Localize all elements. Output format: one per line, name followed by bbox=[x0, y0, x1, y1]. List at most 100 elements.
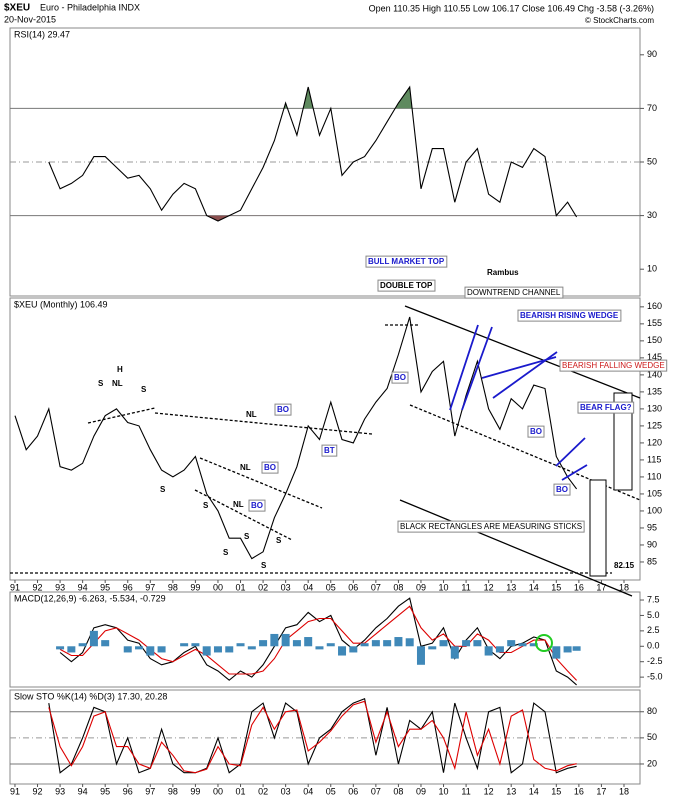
annotation: NL bbox=[240, 463, 251, 472]
x-tick-label: 04 bbox=[303, 582, 313, 592]
y-tick-label: 145 bbox=[647, 352, 662, 362]
x-tick-label: 96 bbox=[123, 582, 133, 592]
series-line bbox=[48, 697, 577, 774]
x-tick-label: 17 bbox=[596, 582, 606, 592]
histogram-bar bbox=[123, 646, 132, 653]
x-tick-label: 11 bbox=[461, 582, 470, 592]
y-tick-label: -5.0 bbox=[647, 672, 663, 682]
flag-line bbox=[555, 437, 586, 467]
trend-line bbox=[404, 305, 641, 399]
x-tick-label: 12 bbox=[484, 582, 494, 592]
histogram-bar bbox=[518, 643, 527, 647]
histogram-bar bbox=[157, 646, 166, 653]
histogram-bar bbox=[315, 646, 324, 650]
annotation: BO bbox=[277, 405, 289, 414]
annotation: 82.15 bbox=[614, 561, 635, 570]
x-tick-label: 17 bbox=[596, 786, 606, 796]
x-tick-label: 07 bbox=[371, 582, 381, 592]
histogram-bar bbox=[552, 646, 561, 659]
histogram-bar bbox=[371, 640, 380, 647]
x-tick-label: 05 bbox=[326, 582, 336, 592]
x-tick-label: 95 bbox=[100, 786, 110, 796]
histogram-bar bbox=[450, 646, 459, 659]
x-tick-label: 07 bbox=[371, 786, 381, 796]
panel-label: $XEU (Monthly) 106.49 bbox=[14, 299, 108, 309]
annotation: S bbox=[160, 485, 166, 494]
x-tick-label: 05 bbox=[326, 786, 336, 796]
histogram-bar bbox=[213, 646, 222, 653]
x-tick-label: 10 bbox=[439, 582, 449, 592]
annotation: S bbox=[276, 536, 282, 545]
highlight-circle bbox=[535, 634, 553, 652]
histogram-bar bbox=[405, 638, 414, 647]
histogram-bar bbox=[146, 646, 155, 656]
histogram-bar bbox=[236, 643, 245, 647]
annotation: DOWNTREND CHANNEL bbox=[467, 288, 561, 297]
y-tick-label: 160 bbox=[647, 301, 662, 311]
y-tick-label: 100 bbox=[647, 505, 662, 515]
x-tick-label: 10 bbox=[439, 786, 449, 796]
credit: © StockCharts.com bbox=[585, 16, 654, 25]
histogram-bar bbox=[180, 643, 189, 647]
date: 20-Nov-2015 bbox=[4, 14, 56, 24]
annotation-box bbox=[527, 425, 545, 438]
histogram-bar bbox=[349, 646, 358, 653]
x-tick-label: 01 bbox=[236, 786, 246, 796]
histogram-bar bbox=[572, 646, 581, 651]
histogram-bar bbox=[529, 643, 538, 647]
y-tick-label: 105 bbox=[647, 488, 662, 498]
x-tick-label: 16 bbox=[574, 582, 584, 592]
wedge-line bbox=[449, 324, 479, 411]
y-tick-label: 20 bbox=[647, 758, 657, 768]
annotation: Rambus bbox=[487, 268, 519, 277]
annotation: S bbox=[141, 385, 147, 394]
histogram-bar bbox=[462, 640, 471, 647]
y-tick-label: 115 bbox=[647, 454, 661, 464]
x-tick-label: 96 bbox=[123, 786, 133, 796]
annotation: BEARISH RISING WEDGE bbox=[520, 311, 619, 320]
histogram-bar bbox=[394, 637, 403, 647]
x-tick-label: 91 bbox=[10, 582, 20, 592]
flag-line bbox=[561, 464, 588, 481]
instrument-name: Euro - Philadelphia INDX bbox=[40, 2, 140, 12]
y-tick-label: 50 bbox=[647, 732, 657, 742]
x-tick-label: 13 bbox=[506, 786, 516, 796]
x-tick-label: 01 bbox=[236, 582, 246, 592]
x-tick-label: 06 bbox=[348, 582, 358, 592]
panel-label: RSI(14) 29.47 bbox=[14, 29, 70, 39]
y-tick-label: 30 bbox=[647, 210, 657, 220]
x-tick-label: 93 bbox=[55, 582, 65, 592]
annotation: NL bbox=[233, 500, 244, 509]
x-tick-label: 93 bbox=[55, 786, 65, 796]
neckline bbox=[194, 489, 293, 541]
x-tick-label: 11 bbox=[461, 786, 470, 796]
neckline bbox=[199, 457, 323, 509]
annotation-layer bbox=[10, 305, 641, 652]
annotation: S bbox=[261, 561, 267, 570]
x-tick-label: 06 bbox=[348, 786, 358, 796]
histogram-bar bbox=[439, 640, 448, 647]
histogram-bar bbox=[428, 646, 437, 650]
neckline bbox=[87, 407, 156, 424]
y-tick-label: 125 bbox=[647, 420, 662, 430]
annotation-box bbox=[377, 279, 436, 292]
annotation: DOUBLE TOP bbox=[380, 281, 433, 290]
y-tick-label: 70 bbox=[647, 103, 657, 113]
wedge-line bbox=[481, 356, 557, 379]
annotation: BT bbox=[324, 446, 335, 455]
series-line bbox=[59, 597, 577, 686]
histogram-bar bbox=[259, 640, 268, 647]
panel-label: Slow STO %K(14) %D(3) 17.30, 20.28 bbox=[14, 691, 167, 701]
histogram-bar bbox=[416, 646, 425, 665]
annotation: S bbox=[223, 548, 229, 557]
annotation: BO bbox=[556, 485, 568, 494]
x-tick-label: 13 bbox=[506, 582, 516, 592]
series-line bbox=[48, 700, 577, 774]
histogram-bar bbox=[484, 646, 493, 656]
histogram-bar bbox=[304, 637, 313, 647]
x-tick-label: 91 bbox=[10, 786, 20, 796]
series-line bbox=[14, 316, 578, 560]
histogram-bar bbox=[225, 646, 234, 653]
panel-frame bbox=[9, 297, 641, 581]
annotation: BO bbox=[251, 501, 263, 510]
